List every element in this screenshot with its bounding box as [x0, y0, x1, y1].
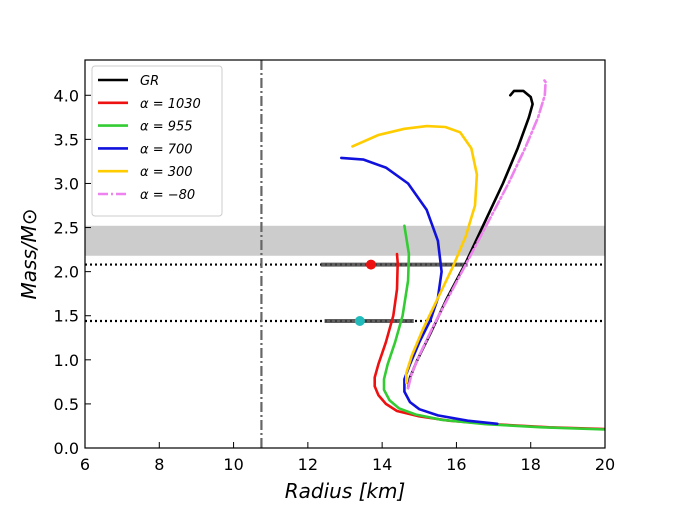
data-marker-1 [354, 316, 365, 327]
mass-band-0 [85, 225, 605, 256]
x-axis-ticks: 6 8 10 12 14 16 18 20 [80, 442, 615, 474]
curve-700 [340, 156, 499, 426]
legend-label-955: α = 955 [140, 120, 193, 135]
x-tick-label-0: 6 [80, 455, 90, 474]
plot-frame [84, 59, 606, 449]
x-axis-label: Radius [km] [285, 479, 406, 503]
y-axis-label: Mass/M⊙ [17, 208, 41, 299]
legend-label-700: α = 700 [140, 142, 193, 157]
mass-radius-curves [340, 78, 605, 431]
curve-955 [382, 224, 605, 431]
y-tick-label-4: 2.0 [54, 263, 79, 282]
legend-label-300: α = 300 [140, 165, 193, 180]
y-tick-label-6: 3.0 [54, 174, 79, 193]
x-tick-label-5: 16 [446, 455, 466, 474]
legend-label-80: α = −80 [140, 188, 195, 203]
data-markers [354, 259, 376, 327]
y-tick-label-2: 1.0 [54, 351, 79, 370]
error-bars [320, 262, 468, 324]
y-tick-label-0: 0.0 [54, 439, 79, 458]
y-tick-label-8: 4.0 [54, 86, 79, 105]
y-tick-label-1: 0.5 [54, 395, 79, 414]
curve-80 [406, 78, 547, 390]
y-tick-label-5: 2.5 [54, 219, 79, 238]
x-tick-label-1: 8 [154, 455, 164, 474]
x-tick-label-7: 20 [595, 455, 615, 474]
legend-label-1030: α = 1030 [140, 97, 201, 112]
curve-300 [351, 124, 479, 384]
x-tick-label-6: 18 [521, 455, 541, 474]
y-tick-label-7: 3.5 [54, 130, 79, 149]
shaded-bands [85, 225, 605, 256]
y-axis-ticks: 0.0 0.5 1.0 1.5 2.0 2.5 3.0 3.5 4.0 [54, 86, 91, 458]
legend-label-gr: GR [140, 74, 159, 89]
x-tick-label-2: 10 [223, 455, 243, 474]
data-marker-0 [366, 259, 376, 270]
legend: GR α = 1030 α = 955 α = 700 α = 300 α = −80 [91, 65, 223, 217]
x-tick-label-3: 12 [298, 455, 318, 474]
y-tick-label-3: 1.5 [54, 307, 79, 326]
x-tick-label-4: 14 [372, 455, 392, 474]
